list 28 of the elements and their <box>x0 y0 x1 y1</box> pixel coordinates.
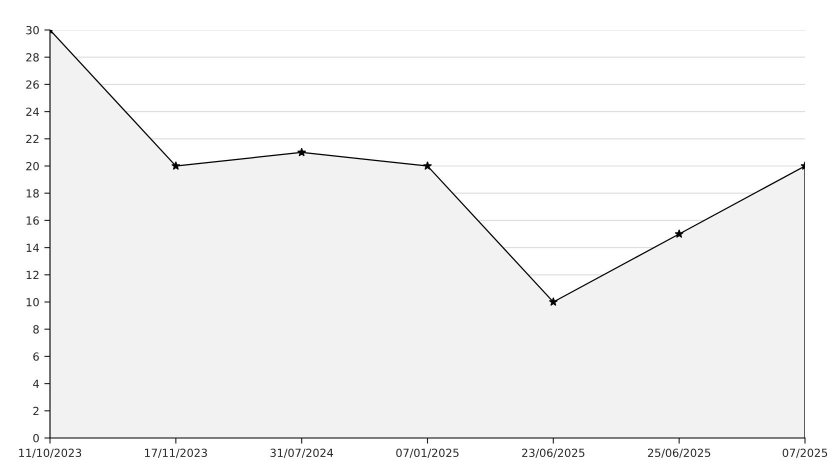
y-tick-label: 8 <box>33 325 39 334</box>
x-tick-label: 07/2025 <box>782 448 828 458</box>
y-tick-label: 6 <box>33 352 39 361</box>
y-tick-label: 16 <box>26 216 39 225</box>
point <box>548 297 558 306</box>
y-tick-label: 10 <box>26 298 39 306</box>
y-tick-label: 28 <box>26 53 39 62</box>
y-tick-label: 12 <box>26 270 38 280</box>
x-tick-label: 25/06/2025 <box>648 448 710 458</box>
y-tick-label: 30 <box>26 26 39 34</box>
y-tick-label: 14 <box>26 244 39 252</box>
y-tick-label: 20 <box>26 162 39 170</box>
point <box>171 161 180 170</box>
point <box>674 229 684 238</box>
y-tick-label: 4 <box>33 380 39 388</box>
y-tick-label: 18 <box>26 189 39 198</box>
x-tick-label: 31/07/2024 <box>270 448 334 458</box>
x-tick-label: 07/01/2025 <box>396 448 459 458</box>
y-tick-label: 2 <box>33 406 38 416</box>
y-tick-label: 26 <box>26 80 39 89</box>
point <box>297 148 306 156</box>
x-tick-label: 17/11/2023 <box>145 448 207 458</box>
point <box>423 161 432 170</box>
y-tick-label: 22 <box>26 134 38 144</box>
y-tick-label: 0 <box>33 434 39 442</box>
x-tick-label: 11/10/2023 <box>19 448 82 458</box>
x-tick-label: 23/06/2025 <box>522 448 584 458</box>
y-tick-label: 24 <box>26 108 39 116</box>
